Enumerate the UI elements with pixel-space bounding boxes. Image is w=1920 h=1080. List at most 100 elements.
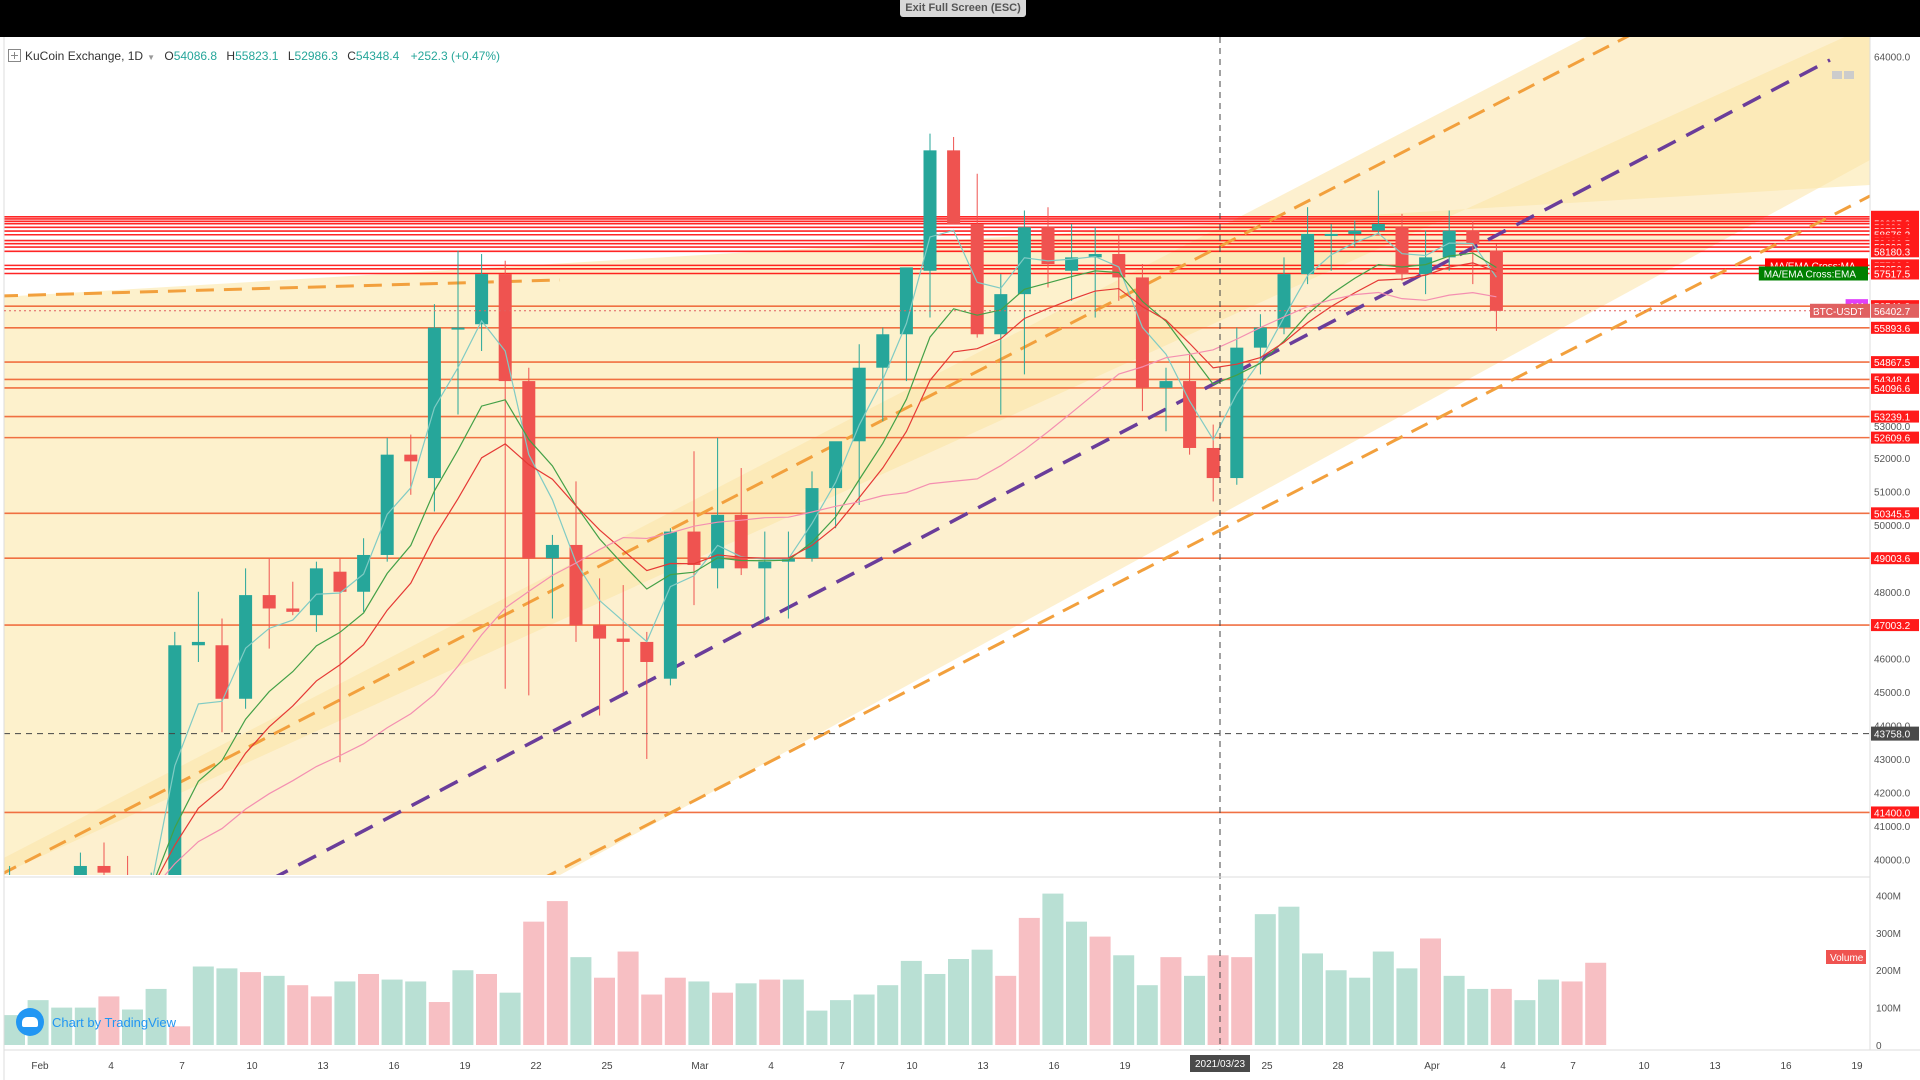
volume-bar <box>617 951 639 1045</box>
price-tick-label: 52000.0 <box>1874 454 1911 465</box>
last-price-name: BTC-USDT <box>1813 307 1864 318</box>
exit-fullscreen-button[interactable]: Exit Full Screen (ESC) <box>900 0 1026 17</box>
volume-bar <box>1113 955 1135 1045</box>
price-level-tag-label: 55893.6 <box>1874 324 1911 335</box>
volume-bar <box>122 1009 143 1045</box>
volume-tick-label: 0 <box>1876 1041 1882 1052</box>
candle-body <box>522 381 536 559</box>
volume-bar <box>1561 981 1583 1045</box>
candle-body <box>97 865 111 873</box>
time-tick-label: 13 <box>1709 1061 1721 1072</box>
candle-body <box>758 561 772 569</box>
volume-tick-label: 200M <box>1876 966 1901 977</box>
candle-body <box>1395 227 1409 275</box>
candle-body <box>947 150 961 224</box>
price-level-tag <box>1871 356 1919 369</box>
legend-symbol[interactable]: KuCoin Exchange, 1D <box>25 49 144 63</box>
time-tick-label: 19 <box>1119 1061 1131 1072</box>
price-level-tag-label: 53239.1 <box>1874 413 1911 424</box>
volume-bar <box>263 975 285 1045</box>
ema-slow-line <box>158 262 1497 875</box>
overlay-tag-label: MA/EMA Cross:EMA <box>1764 269 1857 280</box>
volume-bar <box>712 992 733 1045</box>
volume-bar <box>1349 977 1371 1045</box>
candle-body <box>687 531 701 566</box>
volume-bar <box>1372 951 1394 1045</box>
legend-change: +252.3 (+0.47%) <box>410 49 501 63</box>
time-tick-label: 16 <box>388 1061 400 1072</box>
volume-bar <box>1254 914 1276 1045</box>
time-tick-label: 16 <box>1780 1061 1792 1072</box>
candle-body <box>1371 223 1385 231</box>
volume-bar <box>1231 957 1253 1045</box>
candle-body <box>262 595 276 609</box>
candle-body <box>852 367 866 442</box>
volume-bar <box>428 1002 450 1045</box>
legend-high: 55823.1 <box>235 49 279 63</box>
candle-body <box>1088 254 1102 258</box>
volume-bar <box>1538 979 1559 1045</box>
candle-body <box>333 571 347 592</box>
price-level-tag-label: 57517.5 <box>1874 269 1911 280</box>
chevron-down-icon[interactable]: ▼ <box>147 53 155 62</box>
volume-bar <box>1490 988 1512 1045</box>
candle-body <box>1277 274 1291 328</box>
candle-body <box>239 595 253 699</box>
price-level-tag <box>1871 806 1919 819</box>
candle-body <box>121 876 134 909</box>
crosshair-date-label: 2021/03/23 <box>1195 1059 1245 1070</box>
price-tick-label: 40000.0 <box>1874 855 1911 866</box>
volume-bar <box>1042 893 1064 1045</box>
tradingview-badge[interactable]: Chart by TradingView <box>16 1008 176 1036</box>
candle-body <box>663 531 677 679</box>
time-tick-label: 19 <box>1851 1061 1863 1072</box>
volume-tag <box>1826 950 1866 964</box>
time-tick-label: 13 <box>317 1061 329 1072</box>
candle-body <box>145 879 158 902</box>
chart-legend: KuCoin Exchange, 1D ▼ O54086.8 H55823.1 L… <box>8 49 500 63</box>
volume-bar <box>476 973 497 1045</box>
candle-body <box>475 274 489 325</box>
candle-body <box>923 150 937 271</box>
candle-body <box>404 454 418 462</box>
candle-body <box>899 267 913 335</box>
layout-icon[interactable] <box>1832 66 1856 79</box>
candle-body <box>1489 250 1503 311</box>
time-tick-label: 28 <box>1332 1061 1344 1072</box>
candle-body <box>215 645 229 699</box>
volume-bar <box>900 960 922 1045</box>
volume-bar <box>830 1000 851 1045</box>
time-tick-label: 22 <box>530 1061 542 1072</box>
candle-body <box>1466 230 1480 244</box>
volume-bar <box>1089 936 1111 1045</box>
candle-body <box>73 865 87 875</box>
candle-body <box>569 544 583 626</box>
volume-bar <box>570 957 592 1045</box>
volume-bar <box>523 921 545 1045</box>
price-tick-label: 43000.0 <box>1874 755 1911 766</box>
tradingview-label: Chart by TradingView <box>52 1014 177 1030</box>
candle-body <box>1419 257 1433 275</box>
channel-lower-line <box>546 194 1870 875</box>
price-level-tag-label: 50345.5 <box>1874 509 1911 520</box>
volume-bar <box>971 949 993 1045</box>
legend-o-label: O <box>164 49 174 63</box>
volume-bar <box>499 992 521 1045</box>
volume-bar <box>1278 906 1300 1045</box>
candle-body <box>994 294 1008 335</box>
price-level-tag <box>1871 410 1919 423</box>
volume-tick-label: 400M <box>1876 891 1901 902</box>
volume-bar <box>74 1007 96 1045</box>
volume-bar <box>145 988 167 1045</box>
volume-tick-label: 300M <box>1876 929 1901 940</box>
volume-bar <box>98 996 120 1045</box>
time-tick-label: Feb <box>31 1061 49 1072</box>
candle-body <box>593 625 607 639</box>
symbol-menu-icon[interactable] <box>8 49 21 62</box>
price-level-tag <box>1871 619 1919 632</box>
time-tick-label: 4 <box>1500 1061 1506 1072</box>
price-level-tag <box>1871 267 1919 280</box>
volume-bar <box>169 1026 191 1045</box>
volume-bar <box>546 901 568 1045</box>
